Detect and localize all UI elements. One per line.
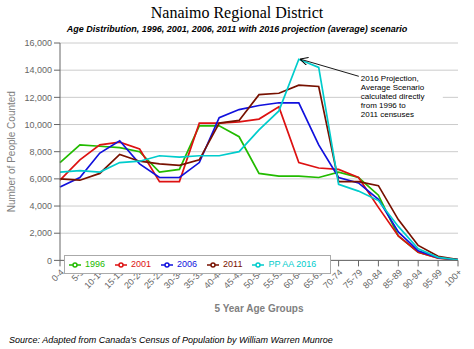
svg-text:20-24: 20-24: [122, 267, 145, 290]
svg-text:30-34: 30-34: [162, 267, 185, 290]
svg-text:2016 Projection,Average Scenar: 2016 Projection,Average Scenariocalculat…: [361, 74, 425, 119]
html-text:Age Distribution, 1996, 2001,: Age Distribution, 1996, 2001, 2006, 2011…: [66, 24, 408, 34]
html-text:2001: 2001: [131, 259, 152, 269]
html-text:2006: 2006: [177, 259, 198, 269]
svg-text:90-94: 90-94: [401, 267, 424, 290]
svg-text:40-44: 40-44: [202, 267, 225, 290]
svg-text:Number of People Counted: Number of People Counted: [8, 91, 17, 212]
svg-text:14,000: 14,000: [24, 65, 52, 75]
html-text:2011: 2011: [223, 259, 243, 269]
html-text:PP AA 2016: PP AA 2016: [268, 259, 317, 269]
svg-text:45-49: 45-49: [222, 267, 245, 290]
svg-text:95-99: 95-99: [421, 267, 444, 290]
svg-text:60-64: 60-64: [281, 267, 304, 290]
svg-text:25-29: 25-29: [142, 267, 165, 290]
html-text:Nanaimo Regional District: Nanaimo Regional District: [150, 4, 324, 21]
svg-text:10-14: 10-14: [82, 267, 105, 290]
svg-text:35-39: 35-39: [182, 267, 205, 290]
svg-text:0-4: 0-4: [50, 267, 66, 283]
svg-text:16,000: 16,000: [24, 38, 52, 48]
svg-text:80-84: 80-84: [361, 267, 384, 290]
svg-text:15-19: 15-19: [102, 267, 125, 290]
svg-text:12,000: 12,000: [24, 93, 52, 103]
svg-text:10,000: 10,000: [24, 120, 52, 130]
svg-text:5 Year Age Groups: 5 Year Age Groups: [215, 303, 304, 314]
svg-text:50-54: 50-54: [242, 267, 265, 290]
svg-text:0: 0: [47, 256, 52, 266]
svg-text:8,000: 8,000: [29, 147, 52, 157]
svg-text:100+: 100+: [443, 267, 464, 288]
svg-text:75-79: 75-79: [341, 267, 364, 290]
svg-text:5-9: 5-9: [70, 267, 86, 283]
svg-text:55-59: 55-59: [261, 267, 284, 290]
html-text:Source: Adapted from Canada's: Source: Adapted from Canada's Census of …: [9, 335, 333, 345]
svg-text:70-74: 70-74: [321, 267, 344, 290]
svg-text:2,000: 2,000: [29, 228, 52, 238]
svg-text:65-69: 65-69: [301, 267, 324, 290]
svg-text:85-89: 85-89: [381, 267, 404, 290]
html-text:1996: 1996: [85, 259, 105, 269]
svg-text:4,000: 4,000: [29, 201, 52, 211]
svg-text:6,000: 6,000: [29, 174, 52, 184]
